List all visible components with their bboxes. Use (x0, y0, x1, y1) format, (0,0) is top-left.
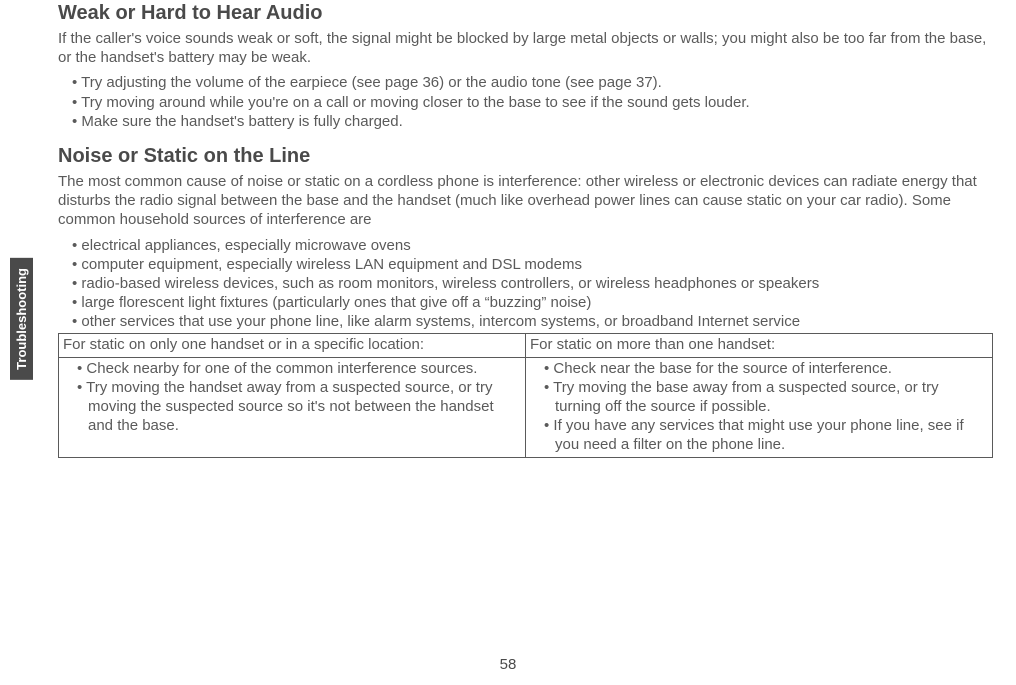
table-header-col1: For static on only one handset or in a s… (59, 334, 526, 357)
side-tab-troubleshooting: Troubleshooting (10, 258, 33, 380)
table-cell-col1: Check nearby for one of the common inter… (59, 357, 526, 457)
bullet-item: Try moving the handset away from a suspe… (77, 378, 521, 436)
bullet-item: Try moving the base away from a suspecte… (544, 378, 988, 416)
bullet-item: electrical appliances, especially microw… (72, 236, 993, 255)
bullet-item: radio-based wireless devices, such as ro… (72, 274, 993, 293)
page-number: 58 (0, 656, 1016, 673)
bullet-item: Make sure the handset's battery is fully… (72, 112, 993, 131)
heading-weak-audio: Weak or Hard to Hear Audio (58, 2, 993, 25)
heading-noise-static: Noise or Static on the Line (58, 145, 993, 168)
bullet-item: Try adjusting the volume of the earpiece… (72, 73, 993, 92)
bullet-item: If you have any services that might use … (544, 416, 988, 454)
page: Troubleshooting Weak or Hard to Hear Aud… (0, 0, 1016, 685)
bullet-item: other services that use your phone line,… (72, 312, 993, 331)
static-table: For static on only one handset or in a s… (58, 333, 993, 457)
bullet-item: large florescent light fixtures (particu… (72, 293, 993, 312)
bullet-item: Check nearby for one of the common inter… (77, 359, 521, 378)
bullets-noise-static: electrical appliances, especially microw… (58, 236, 993, 332)
lead-noise-static: The most common cause of noise or static… (58, 172, 993, 230)
table-header-col2: For static on more than one handset: (526, 334, 993, 357)
lead-weak-audio: If the caller's voice sounds weak or sof… (58, 29, 993, 67)
table-cell-col2: Check near the base for the source of in… (526, 357, 993, 457)
bullet-item: Try moving around while you're on a call… (72, 93, 993, 112)
bullet-item: Check near the base for the source of in… (544, 359, 988, 378)
bullet-item: computer equipment, especially wireless … (72, 255, 993, 274)
content-area: Weak or Hard to Hear Audio If the caller… (58, 2, 993, 458)
bullets-weak-audio: Try adjusting the volume of the earpiece… (58, 73, 993, 131)
